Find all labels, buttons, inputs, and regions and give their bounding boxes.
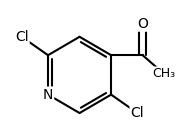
Text: O: O — [137, 17, 148, 31]
Text: N: N — [43, 88, 53, 102]
Text: Cl: Cl — [131, 106, 144, 120]
Text: CH₃: CH₃ — [152, 67, 175, 80]
Text: Cl: Cl — [15, 30, 29, 44]
